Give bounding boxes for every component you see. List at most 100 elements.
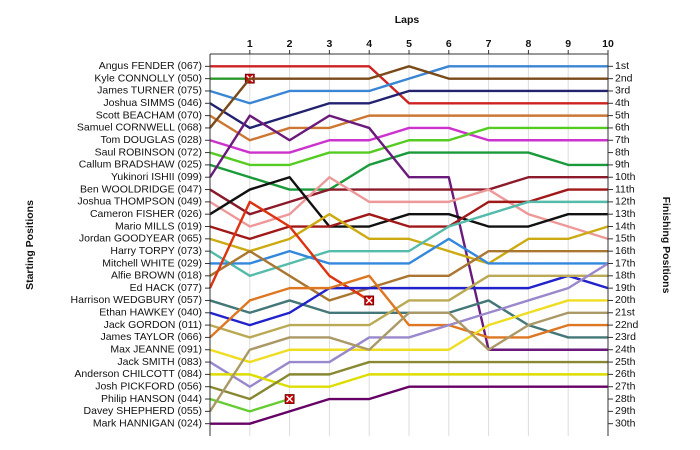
driver-label: Mitchell WHITE (029) xyxy=(102,257,202,269)
y2-tick-label: 25th xyxy=(615,356,636,368)
position-line xyxy=(208,311,608,413)
x-tick-label: 2 xyxy=(287,38,293,50)
driver-label: Angus FENDER (067) xyxy=(99,60,202,72)
driver-label: Jack SMITH (083) xyxy=(117,356,202,368)
y2-tick-label: 5th xyxy=(615,109,630,121)
position-line xyxy=(209,176,608,216)
driver-label: Josh PICKFORD (056) xyxy=(95,380,202,392)
driver-label: Mark HANNIGAN (024) xyxy=(93,417,202,429)
driver-label: Alfie BROWN (018) xyxy=(111,270,202,282)
driver-label: Davey SHEPHERD (055) xyxy=(84,405,202,417)
y2-tick-label: 9th xyxy=(615,159,630,171)
x-tick-label: 5 xyxy=(406,38,412,50)
y2-tick-label: 8th xyxy=(615,146,630,158)
y2-tick-label: 16th xyxy=(615,245,636,257)
x-tick-label: 7 xyxy=(486,38,492,50)
y2-tick-label: 2nd xyxy=(615,72,633,84)
y2-tick-label: 15th xyxy=(615,233,636,245)
y2-tick-label: 26th xyxy=(615,368,636,380)
position-line xyxy=(210,65,608,105)
y2-axis-label: Finishing Positions xyxy=(660,197,672,294)
driver-label: Joshua THOMPSON (049) xyxy=(77,196,202,208)
position-line xyxy=(209,274,608,339)
driver-label: James TURNER (075) xyxy=(97,85,202,97)
position-line xyxy=(209,274,608,339)
y2-tick-label: 10th xyxy=(615,171,636,183)
driver-label: Ben WOOLDRIDGE (047) xyxy=(80,183,202,195)
y2-tick-label: 27th xyxy=(615,380,636,392)
x-tick-label: 6 xyxy=(446,38,452,50)
axes: 1 2 3 4 5 6 7 8 9 101st2nd3rd4th5th6th7th8th9th10… xyxy=(71,38,639,436)
position-line xyxy=(209,65,608,105)
position-line xyxy=(210,385,608,425)
driver-label: Callum BRADSHAW (025) xyxy=(79,159,202,171)
y2-tick-label: 12th xyxy=(615,196,636,208)
driver-label: Harrison WEDGBURY (057) xyxy=(71,294,202,306)
y2-tick-label: 17th xyxy=(615,257,636,269)
driver-label: Saul ROBINSON (072) xyxy=(95,146,202,158)
position-line xyxy=(209,89,608,130)
lines xyxy=(208,65,609,425)
y2-tick-label: 14th xyxy=(615,220,636,232)
y2-tick-label: 7th xyxy=(615,134,630,146)
y2-tick-label: 30th xyxy=(615,417,636,429)
y2-tick-label: 23rd xyxy=(615,331,636,343)
y2-tick-label: 22nd xyxy=(615,319,639,331)
driver-label: Ed HACK (077) xyxy=(130,282,202,294)
y2-tick-label: 6th xyxy=(615,122,630,134)
driver-label: Scott BEACHAM (070) xyxy=(96,109,202,121)
y2-tick-label: 3rd xyxy=(615,85,630,97)
driver-label: Philip HANSON (044) xyxy=(101,393,202,405)
position-line xyxy=(209,126,608,154)
position-line xyxy=(209,65,608,129)
driver-label: Harry TORPY (073) xyxy=(110,245,202,257)
driver-label: Jordan GOODYEAR (065) xyxy=(79,233,202,245)
y2-tick-label: 4th xyxy=(615,97,630,109)
driver-label: Kyle CONNOLLY (050) xyxy=(94,72,202,84)
position-line xyxy=(209,151,608,191)
position-line xyxy=(209,249,608,302)
driver-label: Samuel CORNWELL (068) xyxy=(77,122,202,134)
y2-tick-label: 20th xyxy=(615,294,636,306)
y2-tick-label: 19th xyxy=(615,282,636,294)
y2-tick-label: 18th xyxy=(615,270,636,282)
driver-label: Mario MILLS (019) xyxy=(115,220,202,232)
position-line xyxy=(209,397,290,413)
x-tick-label: 1 xyxy=(247,38,253,50)
position-line xyxy=(209,126,608,167)
y2-tick-label: 21st xyxy=(615,307,635,319)
y-axis-label: Starting Positions xyxy=(24,200,36,290)
driver-label: Cameron FISHER (026) xyxy=(90,208,202,220)
driver-label: Ethan HAWKEY (040) xyxy=(99,307,202,319)
driver-label: Joshua SIMMS (046) xyxy=(103,97,202,109)
driver-label: Tom DOUGLAS (028) xyxy=(100,134,202,146)
position-line xyxy=(209,188,608,241)
position-line xyxy=(209,176,608,228)
retirement-cross xyxy=(365,296,373,304)
driver-label: Jack GORDON (011) xyxy=(104,319,202,331)
y2-tick-label: 13th xyxy=(615,208,636,220)
x-tick-label: 4 xyxy=(366,38,372,50)
position-line xyxy=(209,360,608,401)
x-tick-label: 3 xyxy=(326,38,332,50)
x-tick-label: 8 xyxy=(525,38,531,50)
x-axis-label: Laps xyxy=(395,14,420,26)
y2-tick-label: 28th xyxy=(615,393,636,405)
y2-tick-label: 11th xyxy=(615,183,635,195)
y2-tick-label: 24th xyxy=(615,344,636,356)
x-tick-label: 10 xyxy=(602,38,614,50)
driver-label: Anderson CHILCOTT (084) xyxy=(74,368,202,380)
position-line xyxy=(208,114,608,351)
position-line xyxy=(209,274,609,327)
driver-label: Max JEANNE (091) xyxy=(110,344,202,356)
position-line xyxy=(209,299,608,364)
driver-label: James TAYLOR (066) xyxy=(100,331,202,343)
driver-label: Yukinori ISHII (099) xyxy=(111,171,202,183)
y2-tick-label: 29th xyxy=(615,405,636,417)
position-line xyxy=(210,237,608,265)
position-line xyxy=(209,262,609,388)
retirement-cross xyxy=(286,395,294,403)
x-tick-label: 9 xyxy=(565,38,571,50)
y2-tick-label: 1st xyxy=(615,60,629,72)
